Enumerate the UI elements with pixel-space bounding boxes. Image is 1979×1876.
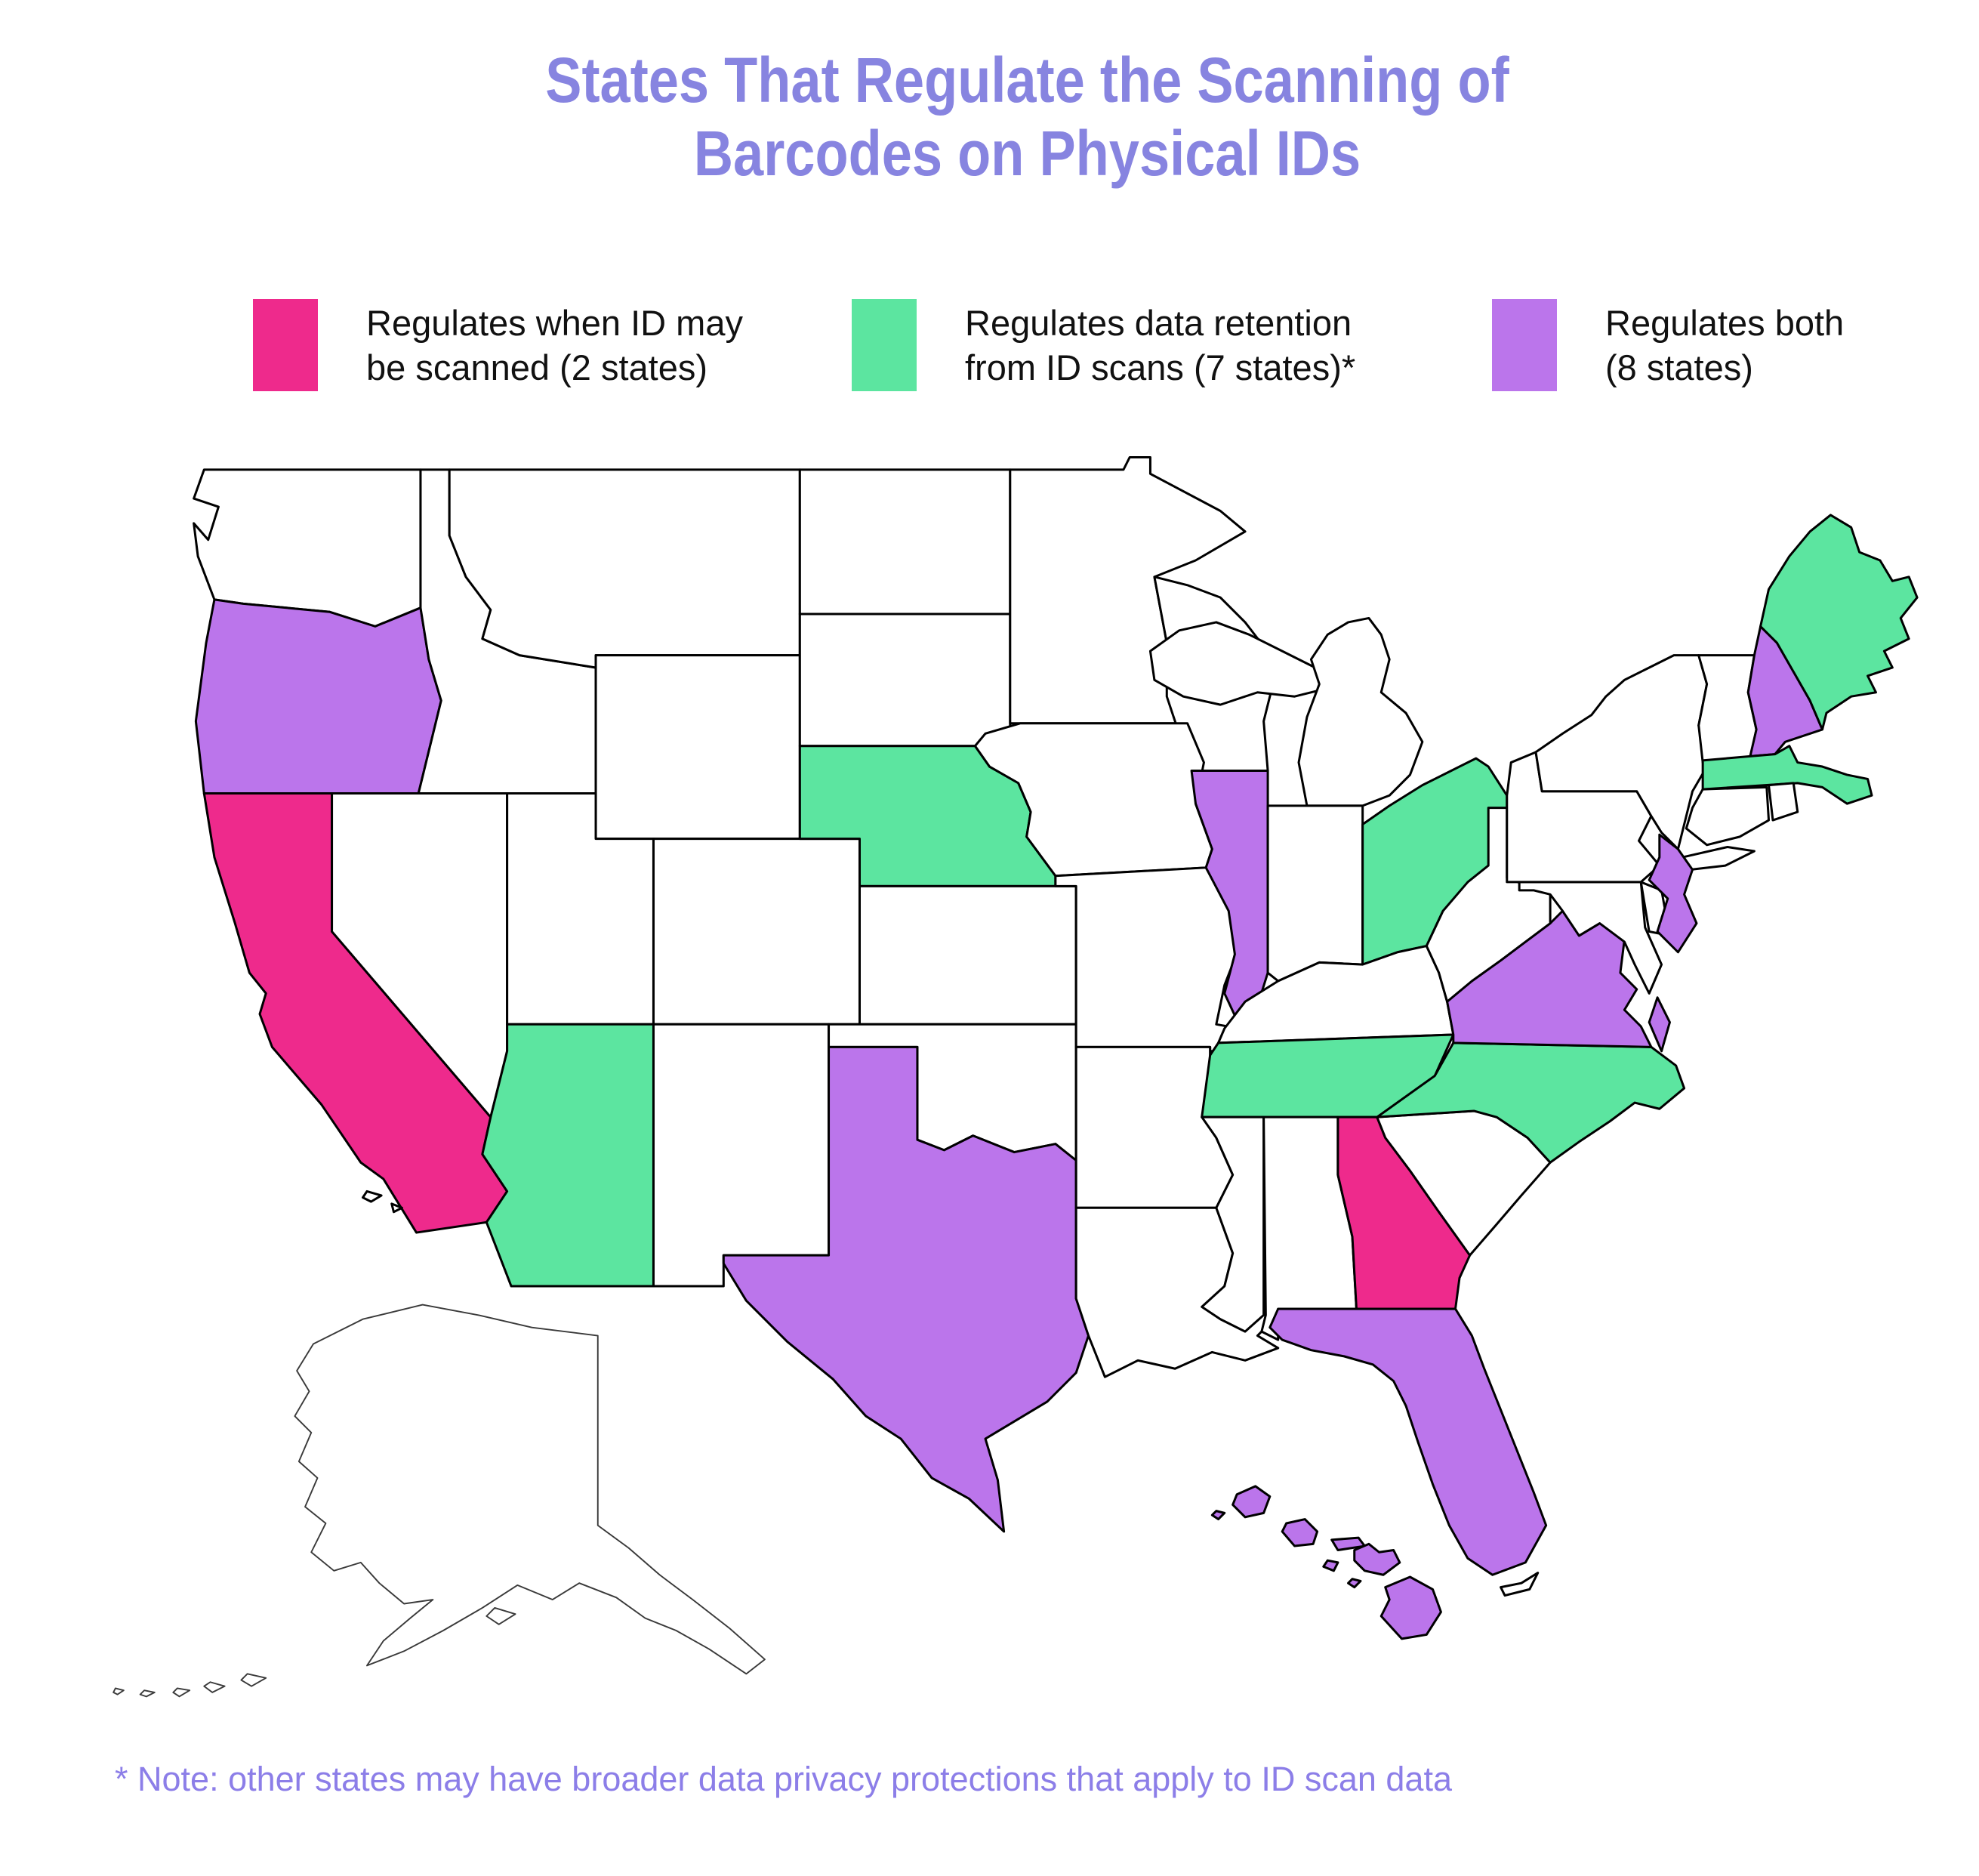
- state-MI-lower: [1297, 616, 1424, 807]
- legend-label-retention: Regulates data retention from ID scans (…: [965, 302, 1356, 387]
- legend-item-retention: Regulates data retention from ID scans (…: [852, 299, 1355, 391]
- legend-swatch-pink: [253, 299, 318, 391]
- state-KS: [858, 884, 1077, 1026]
- state-HI-lanai: [1322, 1559, 1339, 1572]
- state-VT: [1697, 654, 1758, 764]
- legend-label-both: Regulates both (8 states): [1605, 302, 1845, 387]
- state-MO: [1054, 866, 1241, 1053]
- legend-item-scan: Regulates when ID may be scanned (2 stat…: [253, 299, 743, 391]
- state-NJ: [1648, 833, 1698, 954]
- state-AK: [294, 1304, 766, 1675]
- state-SD: [798, 612, 1012, 748]
- us-states-map: [113, 455, 1919, 1698]
- title-line-2: Barcodes on Physical IDs: [693, 118, 1361, 190]
- state-CT: [1685, 785, 1771, 847]
- state-MD: [1518, 881, 1663, 995]
- state-MI-upper: [1148, 621, 1337, 706]
- footnote: * Note: other states may have broader da…: [115, 1760, 1452, 1798]
- state-OR: [194, 598, 442, 795]
- state-MT: [448, 468, 801, 669]
- legend-item-both: Regulates both (8 states): [1492, 299, 1844, 391]
- aleutian-islands: [113, 1607, 516, 1698]
- state-HI-islands: [1210, 1485, 1442, 1640]
- state-HI-oahu: [1281, 1518, 1319, 1547]
- channel-islands: [362, 1189, 403, 1214]
- legend-swatch-purple: [1492, 299, 1557, 391]
- legend-label-scan: Regulates when ID may be scanned (2 stat…: [366, 302, 743, 387]
- state-HI-kahoolawe: [1347, 1578, 1362, 1589]
- state-HI-niihau: [1210, 1510, 1226, 1521]
- state-ME: [1759, 514, 1919, 731]
- page-title: States That Regulate the Scanning of Bar…: [208, 44, 1845, 191]
- state-PA: [1506, 751, 1661, 884]
- state-FL: [1268, 1307, 1548, 1576]
- state-MA: [1701, 745, 1873, 805]
- title-line-1: States That Regulate the Scanning of: [545, 45, 1509, 116]
- legend: Regulates when ID may be scanned (2 stat…: [0, 299, 1979, 397]
- state-HI-kauai: [1231, 1485, 1272, 1519]
- state-RI: [1768, 782, 1799, 822]
- legend-swatch-green: [852, 299, 917, 391]
- state-NC: [1376, 1041, 1686, 1164]
- state-IN: [1266, 804, 1364, 983]
- state-IA: [973, 722, 1213, 878]
- florida-keys: [1500, 1572, 1540, 1597]
- state-AZ: [481, 1023, 655, 1288]
- state-CO: [652, 838, 861, 1026]
- state-HI-big-island: [1379, 1575, 1442, 1640]
- state-HI-maui: [1353, 1542, 1401, 1576]
- state-MS: [1201, 1115, 1265, 1333]
- state-TX: [722, 1045, 1090, 1533]
- state-WY: [594, 654, 801, 841]
- state-ND: [798, 468, 1012, 616]
- state-NM: [652, 1023, 831, 1288]
